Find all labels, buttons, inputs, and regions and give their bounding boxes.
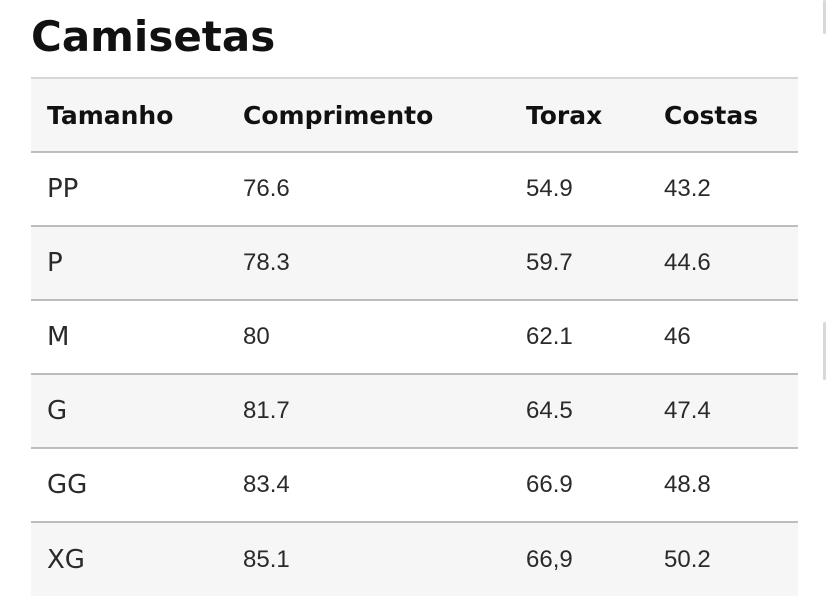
torax-cell: 66,9 [526, 545, 573, 573]
comprimento-cell: 80 [243, 323, 270, 350]
column-header-torax: Torax [526, 100, 603, 130]
table-row: G 81.7 64.5 47.4 [31, 374, 798, 448]
costas-cell: 43.2 [664, 175, 711, 202]
size-cell: G [47, 396, 68, 426]
table-header-row: Tamanho Comprimento Torax Costas [31, 78, 798, 152]
torax-cell: 59.7 [526, 249, 573, 276]
costas-cell: 44.6 [664, 249, 711, 276]
table-row: M 80 62.1 46 [31, 300, 798, 374]
table-row: GG 83.4 66.9 48.8 [31, 448, 798, 522]
column-header-comprimento: Comprimento [243, 100, 434, 130]
torax-cell: 62.1 [526, 323, 573, 350]
comprimento-cell: 81.7 [243, 397, 290, 424]
column-header-costas: Costas [664, 100, 759, 130]
torax-cell: 64.5 [526, 397, 573, 424]
size-cell: M [47, 322, 70, 352]
comprimento-cell: 83.4 [243, 471, 290, 498]
comprimento-cell: 76.6 [243, 175, 290, 202]
scroll-indicator [823, 322, 826, 380]
size-cell: XG [47, 544, 85, 575]
page-title: Camisetas [31, 12, 276, 61]
torax-cell: 54.9 [526, 175, 573, 202]
comprimento-cell: 85.1 [243, 545, 290, 573]
column-header-tamanho: Tamanho [47, 100, 174, 130]
table-row: PP 76.6 54.9 43.2 [31, 152, 798, 226]
costas-cell: 50.2 [664, 545, 711, 573]
scroll-indicator [823, 0, 826, 34]
table-row: XG 85.1 66,9 50.2 [31, 522, 798, 596]
size-chart-table: Tamanho Comprimento Torax Costas PP 76.6… [31, 77, 798, 596]
table-row: P 78.3 59.7 44.6 [31, 226, 798, 300]
costas-cell: 48.8 [664, 471, 711, 498]
size-cell: P [47, 248, 63, 278]
comprimento-cell: 78.3 [243, 249, 290, 276]
costas-cell: 47.4 [664, 397, 711, 424]
torax-cell: 66.9 [526, 471, 573, 498]
costas-cell: 46 [664, 323, 691, 350]
size-cell: GG [47, 470, 88, 500]
size-cell: PP [47, 174, 79, 204]
